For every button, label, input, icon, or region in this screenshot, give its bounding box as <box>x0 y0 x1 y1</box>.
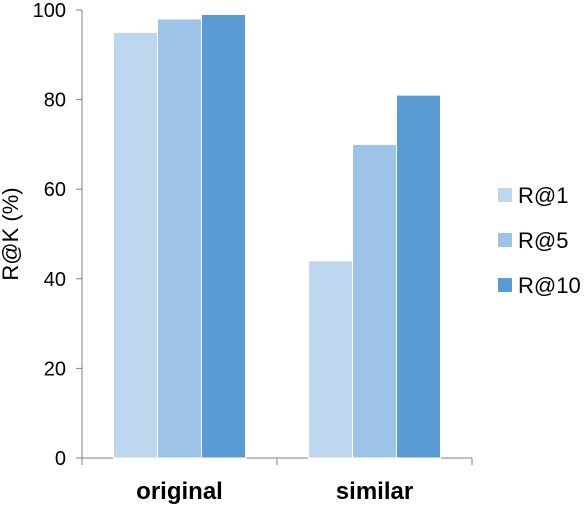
bars <box>113 13 441 459</box>
y-axis: 0 20 40 60 80 100 <box>33 0 83 470</box>
legend-label: R@5 <box>518 228 568 253</box>
legend-swatch <box>498 188 512 202</box>
category-labels: original similar <box>136 478 413 505</box>
legend: R@1 R@5 R@10 <box>498 183 581 298</box>
y-tick-label: 40 <box>44 269 66 291</box>
legend-label: R@1 <box>518 183 568 208</box>
y-tick-label: 100 <box>33 0 66 22</box>
legend-label: R@10 <box>518 273 581 298</box>
legend-swatch <box>498 233 512 247</box>
y-tick-label: 80 <box>44 90 66 112</box>
bar-R1-original <box>113 31 158 459</box>
bar-R1-similar <box>308 260 353 459</box>
y-tick-label: 60 <box>44 179 66 201</box>
y-tick-label: 20 <box>44 358 66 380</box>
y-tick-label: 0 <box>55 448 66 470</box>
bar-R5-similar <box>352 143 397 459</box>
x-axis <box>81 457 473 465</box>
category-label: similar <box>336 478 413 505</box>
category-label: original <box>136 478 223 505</box>
bar-R10-similar <box>396 94 441 459</box>
y-axis-title: R@K (%) <box>0 187 23 280</box>
bar-R10-original <box>201 13 246 459</box>
bar-R5-original <box>157 18 202 459</box>
legend-swatch <box>498 278 512 292</box>
